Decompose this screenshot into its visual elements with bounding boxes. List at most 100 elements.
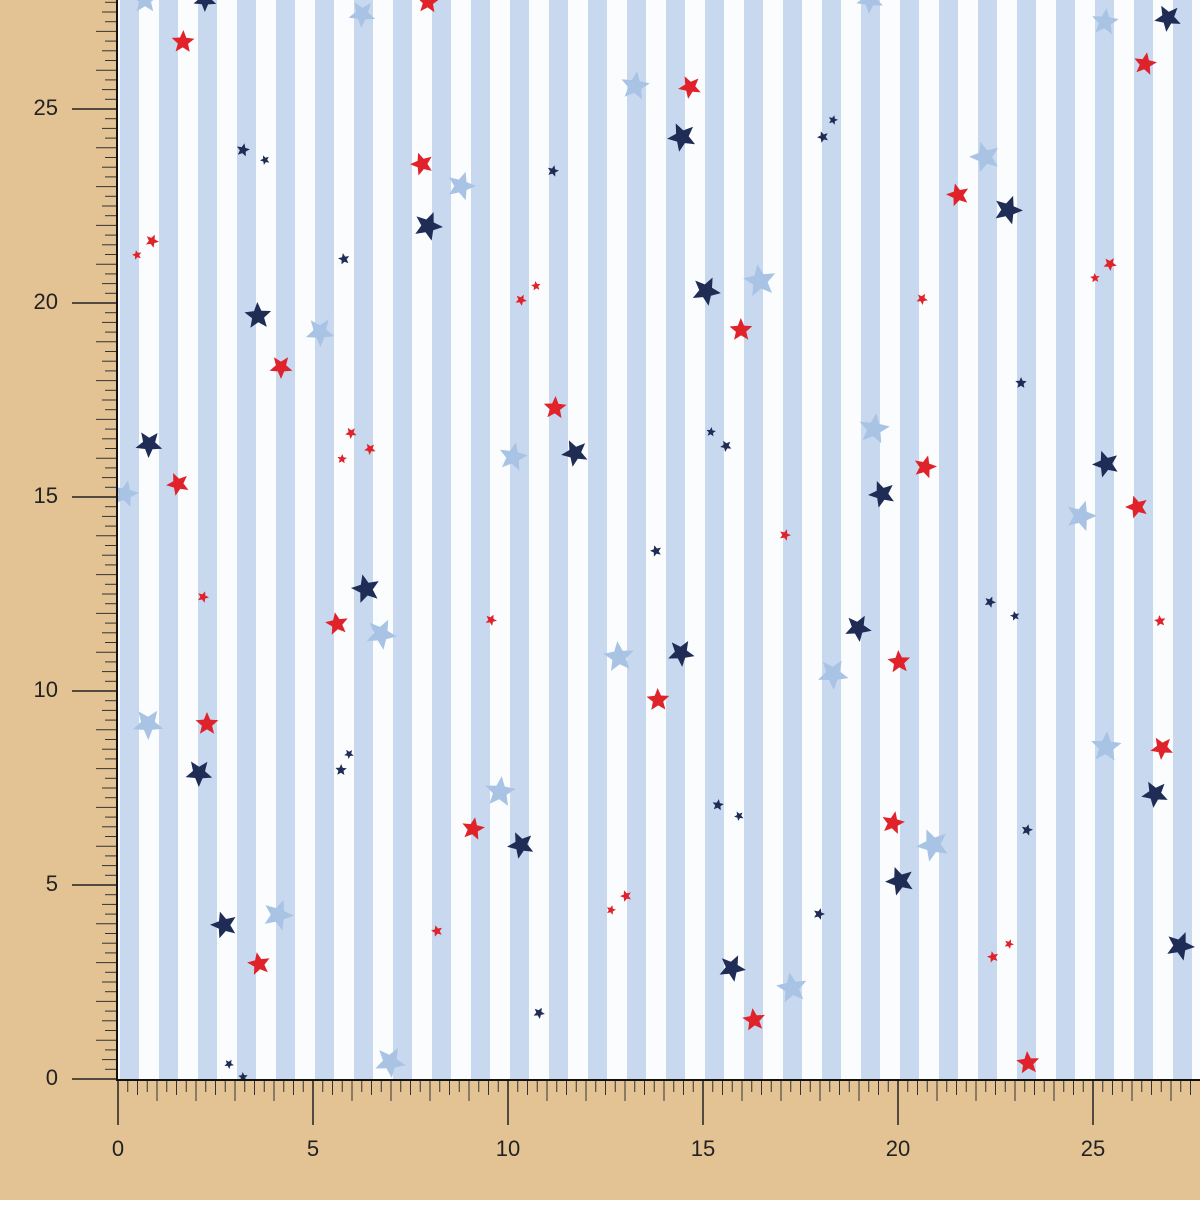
star — [366, 619, 397, 650]
stripe — [549, 0, 568, 1079]
star — [547, 165, 559, 177]
star — [734, 811, 744, 821]
ruler-label: 25 — [34, 95, 58, 120]
star — [1141, 781, 1168, 808]
star — [335, 764, 347, 775]
stripe — [315, 0, 334, 1079]
star — [692, 277, 721, 306]
star — [646, 688, 670, 710]
stripe — [510, 0, 529, 1079]
star — [1092, 8, 1119, 35]
star — [995, 195, 1023, 225]
star — [818, 660, 849, 690]
star — [817, 131, 828, 143]
ruler-label: 5 — [46, 871, 58, 896]
star — [828, 115, 838, 125]
star — [348, 2, 376, 29]
star — [171, 30, 195, 52]
star — [264, 900, 294, 931]
ruler: 0 5 10 15 20 25 0 5 10 15 20 25 — [34, 1, 1191, 1161]
star — [603, 641, 634, 671]
star — [987, 951, 999, 963]
star — [856, 0, 883, 14]
star — [1091, 731, 1122, 761]
stripe — [354, 0, 373, 1079]
stripes — [120, 0, 1192, 1079]
star — [375, 1048, 406, 1078]
ruler-label: 0 — [112, 1136, 124, 1161]
star — [1015, 377, 1027, 388]
star — [1103, 258, 1117, 271]
star — [415, 212, 443, 241]
star — [1090, 273, 1100, 283]
ruler-label: 15 — [691, 1136, 715, 1161]
star — [499, 442, 528, 471]
star — [887, 650, 911, 673]
stripe — [861, 0, 880, 1079]
star — [561, 440, 588, 467]
star — [185, 761, 213, 787]
star — [1067, 500, 1097, 532]
star — [198, 591, 209, 603]
star — [1167, 932, 1195, 961]
star — [706, 427, 716, 437]
star — [1092, 450, 1118, 478]
star — [515, 294, 527, 306]
star — [485, 614, 497, 626]
star — [345, 427, 357, 439]
star — [419, 0, 439, 13]
star — [667, 123, 696, 152]
star — [868, 481, 894, 508]
stripe — [1095, 0, 1114, 1079]
star — [410, 152, 432, 176]
star — [224, 1059, 234, 1069]
star — [814, 908, 825, 920]
star — [712, 799, 724, 811]
star — [914, 455, 937, 479]
stripe — [822, 0, 841, 1079]
star — [729, 318, 753, 340]
stripe — [237, 0, 256, 1079]
stripe — [276, 0, 295, 1079]
star — [132, 250, 142, 260]
ruler-label: 20 — [886, 1136, 910, 1161]
star — [260, 155, 270, 165]
star — [337, 454, 347, 464]
star — [364, 443, 376, 455]
star — [166, 473, 189, 496]
star — [1154, 615, 1166, 627]
stripe — [120, 0, 139, 1079]
stripe — [1173, 0, 1192, 1079]
star — [1004, 939, 1014, 949]
star — [743, 264, 776, 297]
ruler-label: 5 — [307, 1136, 319, 1161]
stripe — [1017, 0, 1036, 1079]
star — [351, 574, 379, 603]
star — [720, 440, 732, 452]
star — [113, 480, 139, 507]
star — [984, 596, 996, 608]
star — [1150, 737, 1173, 760]
star — [916, 293, 928, 305]
star — [195, 712, 219, 734]
stripe — [198, 0, 217, 1079]
stripe — [159, 0, 178, 1079]
star — [1016, 1051, 1039, 1074]
stripe — [588, 0, 607, 1079]
ruler-label: 15 — [34, 483, 58, 508]
star — [531, 281, 541, 291]
stripe — [705, 0, 724, 1079]
star — [448, 171, 476, 201]
star — [543, 396, 567, 419]
star — [344, 749, 354, 759]
star — [338, 253, 350, 265]
stripe — [1056, 0, 1075, 1079]
star — [1125, 495, 1147, 519]
star — [238, 1072, 248, 1082]
star — [606, 905, 616, 915]
ruler-label: 10 — [496, 1136, 520, 1161]
star — [621, 71, 650, 100]
star — [210, 911, 236, 939]
